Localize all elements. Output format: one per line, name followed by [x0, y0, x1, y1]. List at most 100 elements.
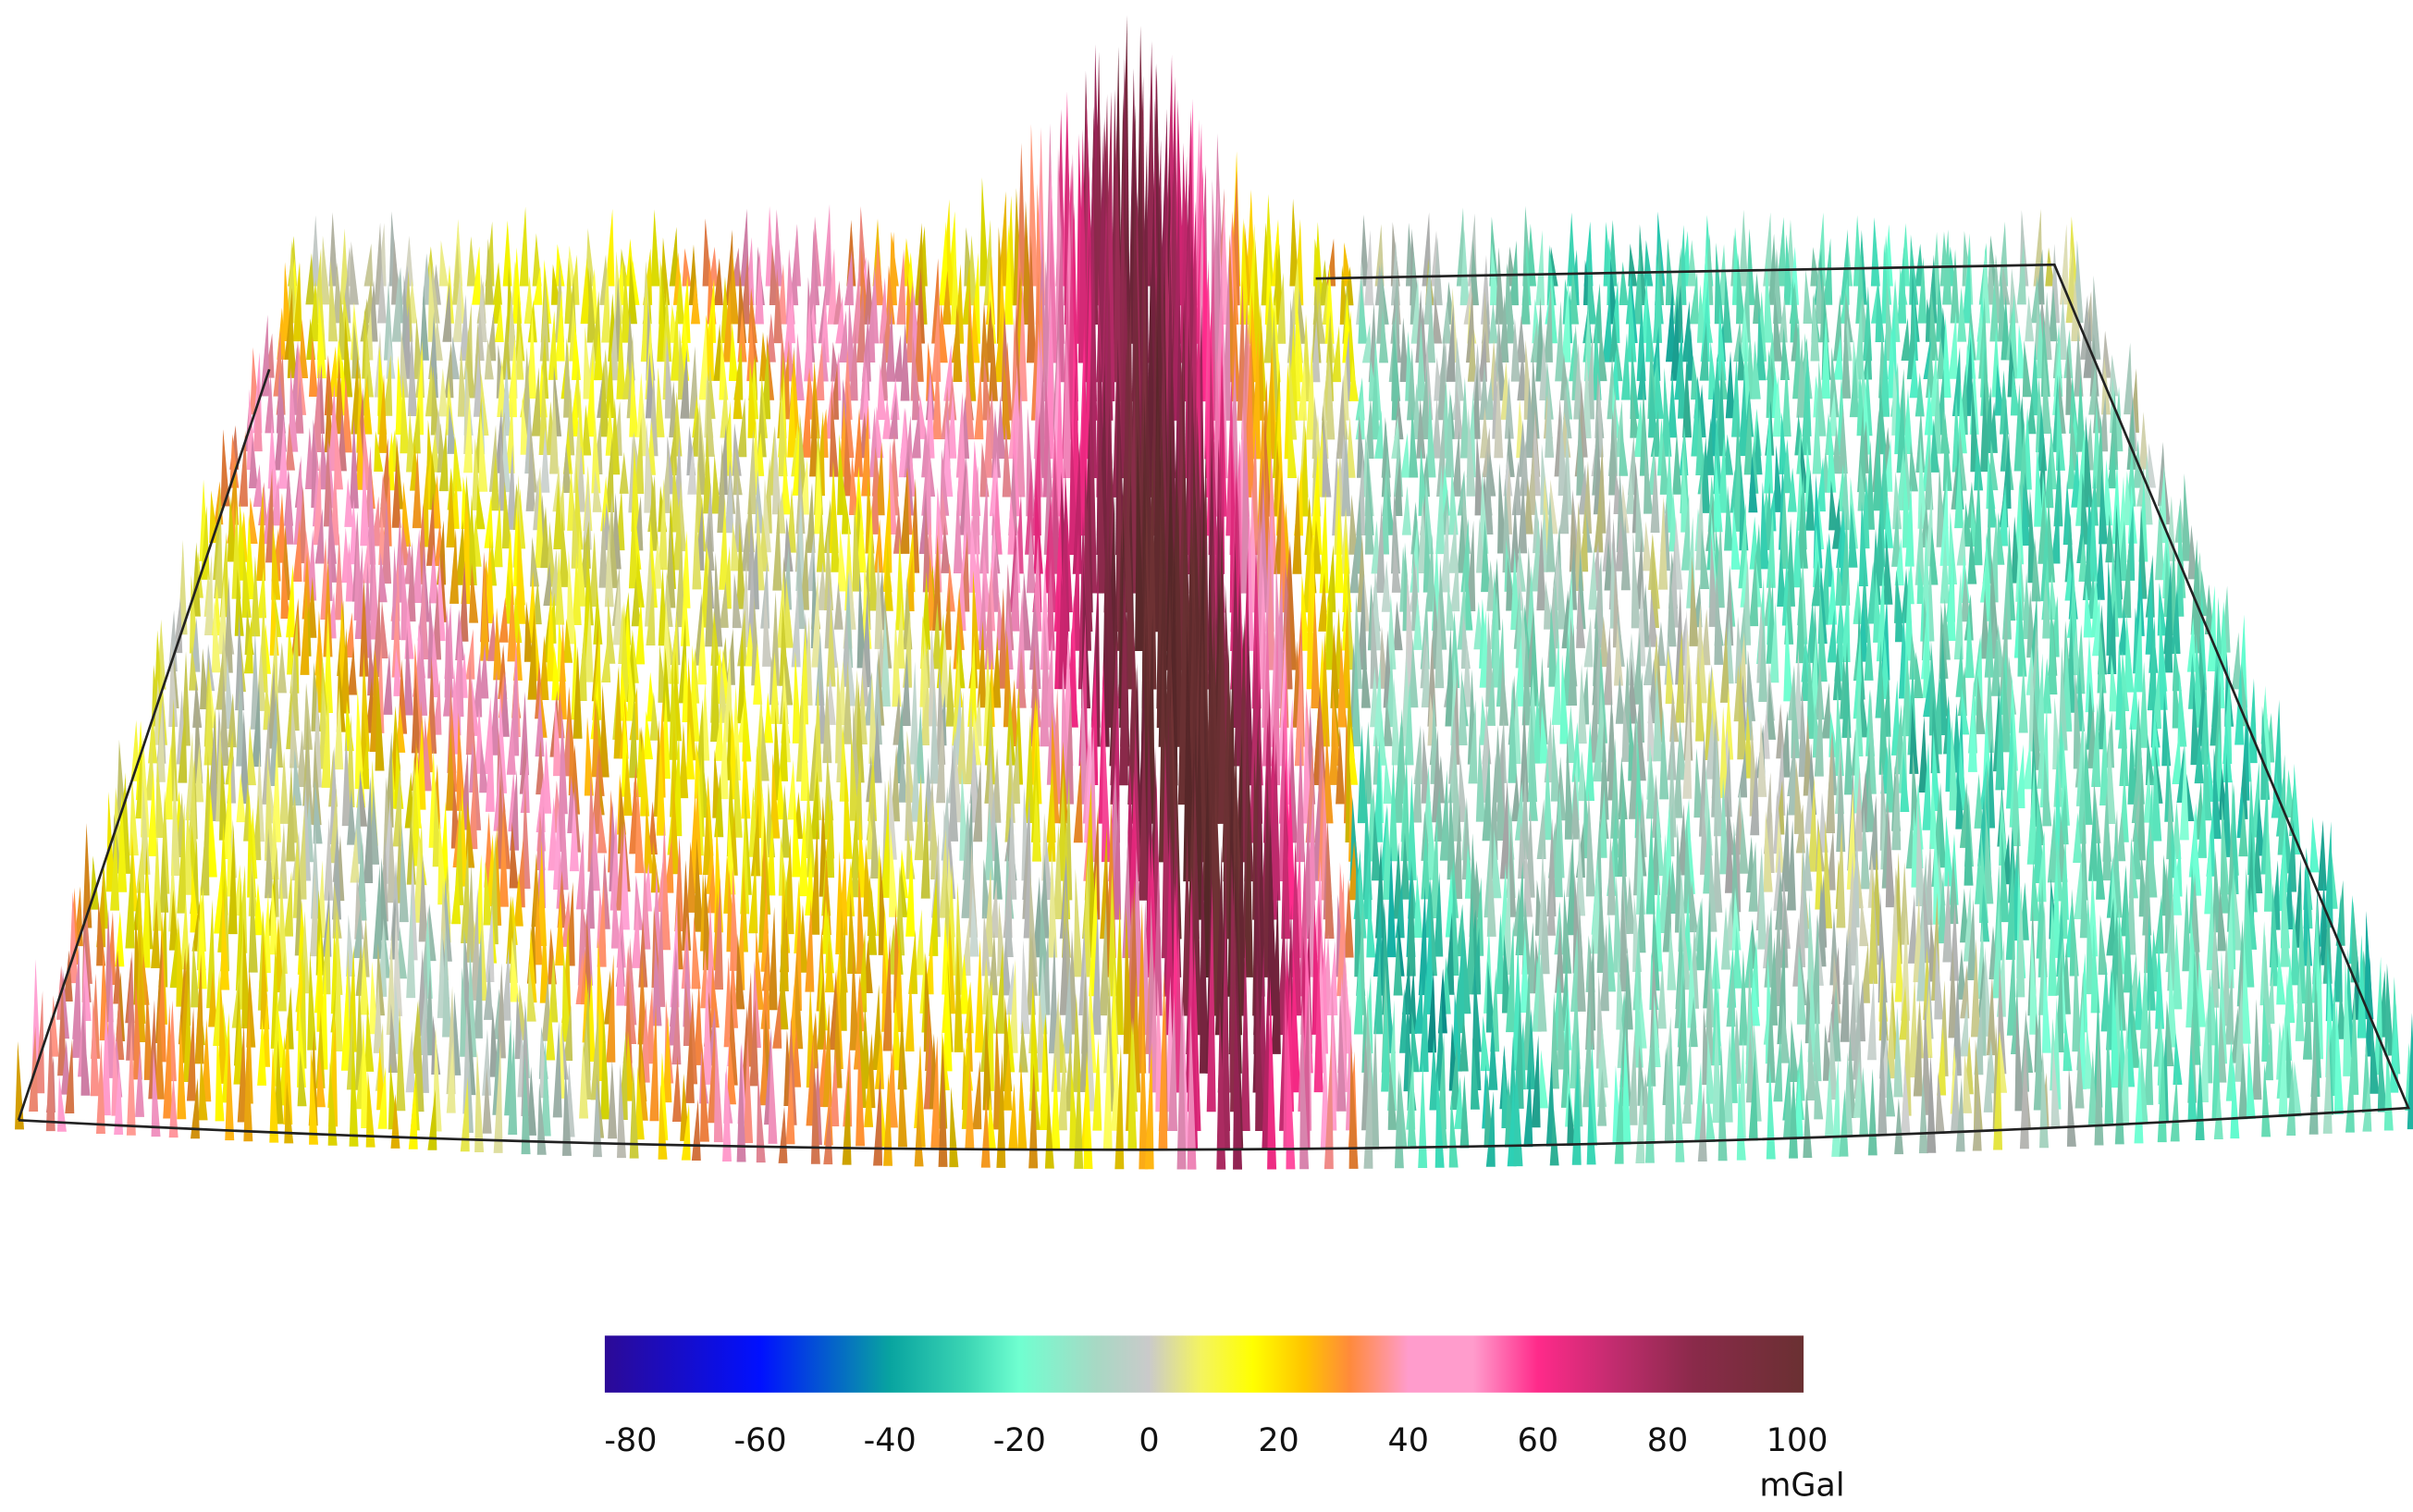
surface-spike — [404, 771, 414, 829]
surface-spike — [1673, 744, 1683, 818]
surface-spike — [251, 556, 261, 637]
surface-spike — [1858, 500, 1868, 586]
surface-spike — [1701, 608, 1711, 666]
surface-spike — [191, 940, 201, 1008]
surface-spike — [431, 473, 441, 529]
surface-spike — [219, 532, 229, 618]
surface-spike — [252, 463, 263, 508]
surface-spike — [2245, 872, 2255, 988]
surface-spike — [1964, 793, 1974, 886]
surface-spike — [2072, 940, 2082, 1052]
surface-spike — [519, 206, 529, 287]
surface-spike — [1287, 765, 1297, 920]
surface-spike — [1743, 692, 1754, 741]
surface-spike — [1508, 679, 1518, 783]
surface-spike — [875, 441, 885, 516]
surface-spike — [1942, 868, 1952, 963]
surface-spike — [1788, 760, 1798, 816]
surface-spike — [1859, 680, 1869, 738]
surface-spike — [964, 981, 974, 1034]
surface-spike — [1780, 802, 1791, 892]
surface-spike — [1032, 779, 1042, 862]
surface-spike — [2155, 498, 2165, 581]
surface-spike — [154, 999, 165, 1100]
surface-spike — [782, 452, 791, 515]
surface-spike — [208, 716, 218, 822]
surface-spike — [473, 653, 483, 718]
surface-spike — [72, 942, 82, 1058]
surface-spike — [1406, 867, 1416, 977]
surface-spike — [194, 953, 204, 1064]
surface-spike — [705, 551, 715, 647]
surface-spike — [1449, 1040, 1459, 1111]
surface-spike — [1823, 238, 1833, 305]
surface-spike — [1615, 674, 1625, 724]
surface-spike — [731, 522, 741, 572]
surface-spike — [1481, 290, 1490, 363]
surface-spike — [269, 879, 279, 955]
surface-spike — [2129, 673, 2139, 730]
surface-spike — [337, 408, 347, 472]
surface-spike — [1548, 602, 1558, 687]
surface-spike — [501, 358, 511, 436]
surface-spike — [1628, 658, 1638, 724]
surface-spike — [619, 665, 629, 721]
surface-spike — [2078, 535, 2088, 583]
surface-spike — [1829, 347, 1840, 418]
surface-spike — [1899, 985, 1909, 1040]
surface-spike — [473, 350, 483, 417]
surface-spike — [843, 758, 853, 859]
surface-spike — [1434, 871, 1444, 957]
surface-spike — [204, 554, 214, 635]
surface-spike — [1539, 705, 1549, 764]
surface-spike — [1496, 753, 1507, 842]
surface-spike — [2172, 729, 2182, 785]
surface-spike — [1870, 217, 1880, 287]
surface-spike — [1393, 600, 1403, 651]
surface-spike — [1957, 666, 1967, 717]
surface-spike — [1026, 408, 1036, 517]
surface-spike — [1362, 721, 1373, 805]
surface-spike — [2099, 468, 2109, 545]
surface-spike — [1453, 803, 1463, 899]
surface-spike — [1924, 447, 1934, 510]
surface-spike — [1651, 326, 1661, 381]
surface-spike — [826, 672, 836, 725]
surface-spike — [2217, 1006, 2227, 1083]
surface-spike — [1695, 408, 1705, 475]
surface-spike — [2037, 830, 2047, 903]
surface-spike — [126, 950, 136, 1061]
surface-spike — [1786, 819, 1796, 911]
surface-spike — [1481, 519, 1491, 593]
surface-spike — [271, 475, 281, 526]
surface-spike — [152, 828, 162, 931]
surface-spike — [2124, 613, 2135, 693]
surface-spike — [257, 567, 267, 619]
surface-spike — [194, 744, 204, 803]
surface-spike — [1040, 1017, 1050, 1131]
surface-spike — [854, 407, 864, 477]
surface-spike — [956, 691, 966, 784]
surface-spike — [1077, 129, 1088, 363]
surface-spike — [220, 429, 230, 507]
surface-spike — [1379, 308, 1389, 363]
surface-spike — [328, 212, 339, 287]
surface-spike — [787, 371, 797, 458]
surface-spike — [1531, 517, 1541, 592]
surface-spike — [929, 878, 939, 956]
surface-spike — [1714, 242, 1724, 325]
surface-spike — [442, 282, 452, 342]
surface-spike — [1900, 750, 1910, 813]
surface-spike — [1763, 810, 1773, 892]
surface-spike — [874, 238, 884, 306]
surface-spike — [1346, 416, 1356, 478]
surface-spike — [592, 625, 602, 720]
surface-spike — [1904, 484, 1914, 567]
surface-spike — [1722, 744, 1732, 817]
surface-spike — [929, 682, 940, 784]
surface-spike — [2182, 883, 2192, 972]
surface-spike — [323, 611, 333, 714]
surface-spike — [977, 620, 987, 708]
surface-spike — [991, 635, 1002, 708]
surface-spike — [1668, 859, 1678, 915]
